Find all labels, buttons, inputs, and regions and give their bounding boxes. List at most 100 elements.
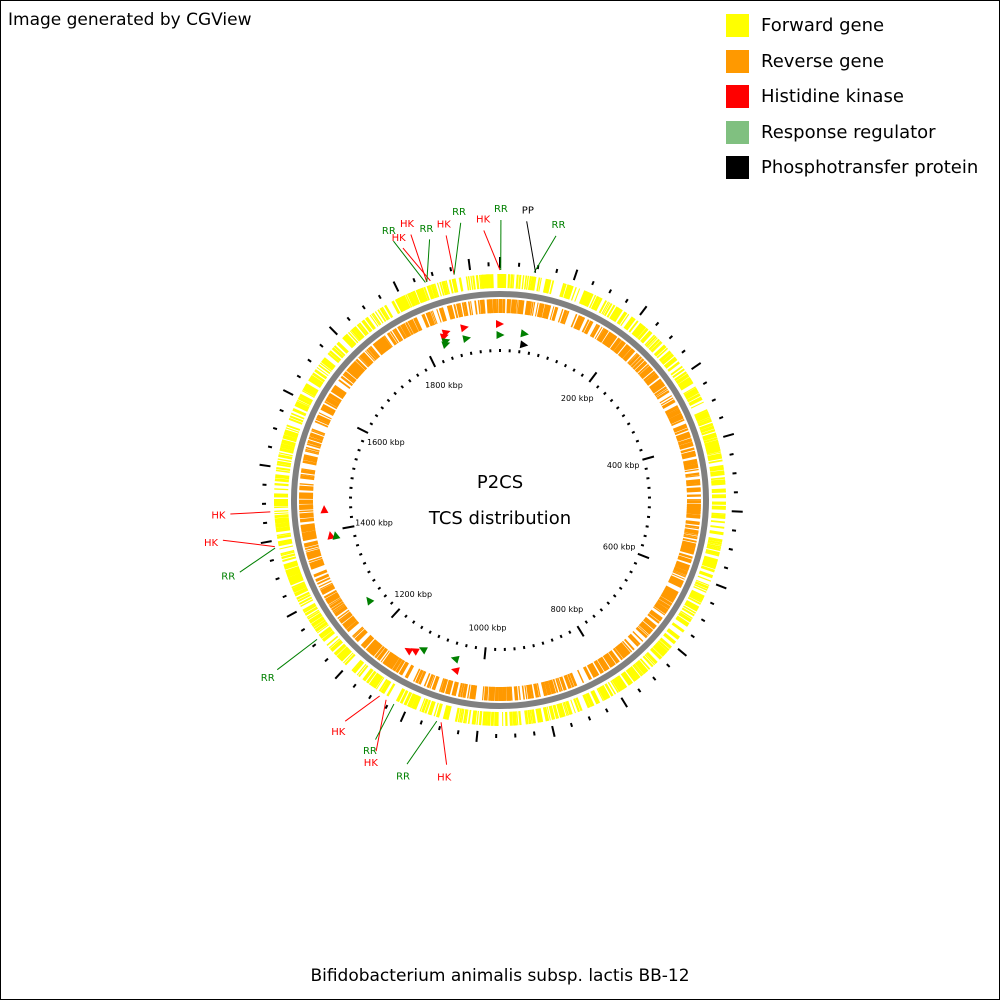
forward-gene	[307, 610, 321, 620]
ruler-major-tick	[390, 608, 401, 619]
forward-gene	[613, 677, 624, 692]
forward-gene	[274, 510, 289, 513]
outer-major-tick	[551, 725, 556, 738]
ruler-major-tick	[356, 426, 369, 434]
reverse-gene	[311, 430, 325, 437]
forward-gene	[677, 376, 692, 388]
reverse-gene	[659, 395, 673, 404]
reverse-gene	[528, 301, 533, 316]
outer-minor-tick	[681, 349, 686, 354]
reverse-gene	[428, 311, 436, 326]
reverse-gene	[404, 664, 414, 678]
outer-minor-tick	[307, 358, 312, 363]
reverse-gene	[672, 571, 686, 578]
forward-gene	[430, 283, 438, 299]
forward-gene	[628, 320, 639, 333]
forward-gene	[303, 604, 317, 614]
reverse-gene	[680, 548, 695, 554]
hk-callout-label: HK	[204, 538, 219, 549]
reverse-gene	[431, 675, 439, 690]
reverse-gene	[548, 679, 555, 695]
reverse-gene	[662, 590, 677, 600]
forward-gene	[478, 274, 482, 289]
reverse-gene	[675, 562, 690, 570]
reverse-gene	[621, 640, 633, 653]
ruler-label: 1400 kbp	[355, 519, 393, 528]
forward-gene	[654, 643, 667, 655]
reverse-gene	[325, 591, 339, 602]
forward-gene	[417, 288, 425, 303]
reverse-gene	[649, 378, 663, 390]
hk-callout-label: HK	[437, 772, 452, 783]
reverse-gene	[588, 663, 599, 677]
forward-gene	[706, 546, 721, 552]
legend-swatch-phosphotransfer-protein	[726, 156, 749, 180]
reverse-gene	[320, 583, 335, 593]
legend-label: Phosphotransfer protein	[761, 157, 979, 179]
forward-gene	[278, 454, 293, 460]
reverse-gene	[410, 318, 419, 333]
genome-backbone	[291, 291, 709, 709]
reverse-gene	[389, 331, 399, 344]
forward-gene	[295, 400, 310, 410]
reverse-gene	[316, 577, 331, 585]
forward-gene	[283, 431, 298, 439]
forward-gene	[435, 703, 442, 718]
reverse-gene	[395, 659, 406, 674]
ruler-minor-tick	[428, 630, 432, 634]
reverse-gene	[512, 299, 516, 314]
ruler-minor-tick	[353, 534, 357, 538]
reverse-gene	[513, 686, 518, 701]
forward-gene	[565, 700, 573, 716]
reverse-gene	[432, 676, 440, 691]
reverse-gene	[299, 512, 314, 516]
reverse-gene	[658, 598, 671, 608]
rr-callout-label: RR	[396, 771, 410, 782]
reverse-gene	[664, 585, 679, 595]
reverse-gene	[597, 328, 607, 342]
forward-gene	[448, 279, 454, 294]
forward-gene	[282, 434, 298, 442]
reverse-gene	[485, 686, 489, 701]
forward-gene	[663, 633, 676, 645]
forward-gene	[710, 520, 725, 524]
forward-gene	[691, 589, 705, 598]
forward-gene	[297, 396, 312, 406]
outer-minor-tick	[702, 381, 708, 385]
forward-gene	[488, 274, 492, 289]
reverse-gene	[632, 358, 645, 370]
forward-gene	[582, 694, 591, 709]
reverse-gene	[628, 353, 641, 366]
forward-gene	[336, 341, 349, 354]
forward-gene	[472, 275, 476, 290]
reverse-gene	[382, 651, 393, 665]
forward-gene	[274, 517, 289, 520]
reverse-gene	[544, 304, 551, 320]
forward-gene	[333, 345, 346, 357]
forward-gene	[480, 274, 485, 289]
forward-gene	[578, 290, 588, 305]
reverse-gene	[552, 678, 559, 693]
hk-callout-line	[410, 234, 428, 283]
reverse-gene	[615, 342, 626, 355]
forward-gene	[278, 541, 293, 547]
forward-gene	[709, 464, 724, 469]
reverse-gene	[392, 657, 403, 672]
reverse-gene	[663, 588, 678, 598]
forward-gene	[300, 599, 314, 607]
reverse-gene	[323, 589, 338, 599]
legend-label: Reverse gene	[761, 50, 885, 72]
forward-gene	[685, 599, 700, 610]
ruler-minor-tick	[626, 422, 631, 426]
reverse-gene	[551, 306, 559, 322]
reverse-gene	[398, 661, 408, 675]
reverse-gene	[315, 573, 329, 581]
forward-gene	[283, 560, 298, 568]
forward-gene	[423, 286, 430, 301]
forward-gene	[710, 470, 725, 475]
ruler-minor-tick	[643, 534, 647, 538]
forward-gene	[323, 357, 336, 368]
reverse-gene	[641, 620, 654, 632]
reverse-gene	[559, 676, 565, 691]
forward-gene	[659, 637, 672, 650]
